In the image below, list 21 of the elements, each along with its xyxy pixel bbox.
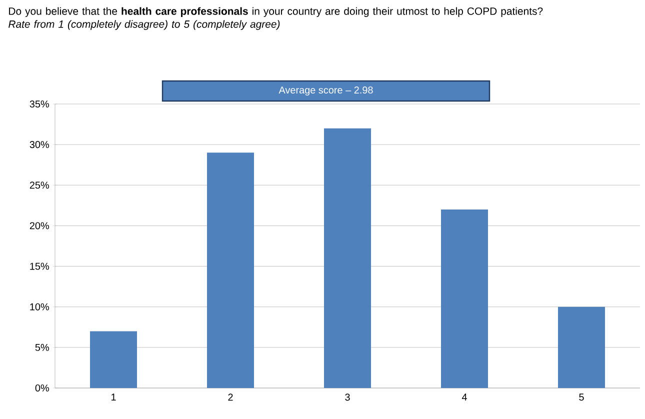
bar [90, 331, 137, 388]
x-tick-label: 4 [462, 394, 467, 400]
x-tick-label: 3 [345, 394, 350, 401]
bar [558, 306, 606, 388]
bar [324, 128, 372, 388]
y-tick-label: 15% [30, 262, 50, 270]
x-tick-label: 1 [111, 394, 116, 400]
y-tick-label: 30% [30, 141, 50, 148]
chart-title: Do you believe that the health care professionals in your country are doing their utmost to help COPD patients? [9, 7, 543, 17]
y-tick-label: 20% [30, 222, 50, 230]
chart-subtitle: Rate from 1 (completely disagree) to 5 (completely agree) [8, 20, 280, 30]
text: Average score – 2.98 [278, 86, 373, 96]
y-tick-label: 0% [35, 384, 50, 392]
y-tick-label: 5% [35, 344, 50, 351]
y-tick-label: 35% [30, 100, 50, 108]
bar [207, 152, 254, 388]
bar [441, 209, 488, 388]
y-tick-label: 25% [30, 182, 50, 189]
x-tick-label: 5 [579, 394, 584, 401]
x-tick-label: 2 [228, 394, 233, 401]
y-tick-label: 10% [30, 303, 50, 310]
